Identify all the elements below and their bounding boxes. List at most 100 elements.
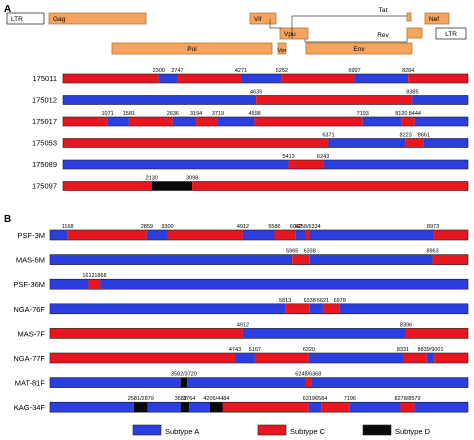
segment-subtype-C <box>434 353 468 363</box>
segment-subtype-C <box>305 377 312 388</box>
gene-label-env: Env <box>353 46 365 53</box>
segment-subtype-A <box>50 279 89 290</box>
segment-subtype-A <box>50 303 286 314</box>
segment-subtype-A <box>147 402 181 413</box>
breakpoint-label: 4635 <box>250 90 262 96</box>
sequence-bar-outline <box>62 138 469 148</box>
rev-splice-line <box>304 38 408 43</box>
segment-subtype-D <box>180 402 190 413</box>
breakpoint-label: 6319 <box>303 396 315 402</box>
gene-label-ltr5: LTR <box>11 16 23 23</box>
segment-subtype-C <box>406 328 468 339</box>
sequence-name: 175053 <box>32 139 57 148</box>
segment-subtype-C <box>177 74 241 83</box>
segment-subtype-C <box>274 230 296 240</box>
sequence-bar-outline <box>62 95 469 105</box>
panel-a-row-175011: 175011 2300 2747 4271 5252 6997 8284 <box>33 68 469 84</box>
sequence-name: 175089 <box>32 160 57 169</box>
gene-box-ltr5 <box>6 12 45 25</box>
sequence-bar-outline <box>62 159 469 170</box>
sequence-bar-outline <box>49 278 469 290</box>
breakpoint-label: 6621 <box>317 298 329 304</box>
gene-box-env <box>305 42 413 55</box>
gene-box-vpu <box>279 27 309 40</box>
breakpoint-label: 5413 <box>282 154 294 160</box>
segment-subtype-D <box>209 402 223 413</box>
gene-label-vpr: Vpr <box>278 48 287 54</box>
breakpoint-label: 6248/6368 <box>295 372 321 378</box>
segment-subtype-A <box>423 138 468 148</box>
sequence-bar-outline <box>49 254 469 265</box>
breakpoint-label: 8973 <box>427 224 439 230</box>
gene-label-vif: Vif <box>254 16 262 23</box>
breakpoint-label: 3764 <box>183 396 195 402</box>
breakpoint-label: 7196 <box>344 396 356 402</box>
gene-box-vif <box>249 12 277 25</box>
breakpoint-label: 8223 <box>400 133 412 139</box>
breakpoint-label: 8661 <box>418 133 430 139</box>
sequence-bar-outline <box>49 328 469 339</box>
segment-subtype-A <box>362 117 402 126</box>
segment-subtype-A <box>414 117 468 126</box>
segment-subtype-A <box>187 377 306 388</box>
panel-b-row-PSF-36M: PSF-36M 1612 1868 <box>13 273 469 290</box>
gene-box-gag <box>48 12 147 25</box>
gene-box-nef <box>424 12 450 25</box>
segment-subtype-C <box>305 230 310 240</box>
segment-subtype-A <box>63 160 289 169</box>
gene-label-gag: Gag <box>53 16 66 23</box>
breakpoint-label: 4743 <box>229 347 241 353</box>
segment-subtype-A <box>242 230 275 240</box>
breakpoint-label: 6258/6334 <box>295 224 321 230</box>
panel-b-row-NGA-77F: NGA-77F 4743 5167 6320 8331 8839/9001 <box>13 347 469 364</box>
breakpoint-label: 4205/4484 <box>203 396 229 402</box>
segment-subtype-A <box>339 303 468 314</box>
segment-subtype-C <box>254 353 309 363</box>
segment-subtype-C <box>50 328 243 339</box>
segment-subtype-A <box>414 402 468 413</box>
segment-subtype-C <box>281 74 355 83</box>
breakpoint-label: 3719 <box>212 111 224 117</box>
segment-subtype-C <box>63 74 159 83</box>
sequence-name: KAG-34F <box>14 403 46 412</box>
segment-subtype-D <box>180 377 188 388</box>
breakpoint-label: 3098 <box>186 176 198 182</box>
sequence-name: MAS-7F <box>17 329 45 338</box>
breakpoint-label: 1168 <box>62 224 74 230</box>
segment-subtype-A <box>308 402 322 413</box>
sequence-name: PSF-3M <box>17 231 45 240</box>
segment-subtype-C <box>63 138 329 148</box>
sequence-name: 175011 <box>33 74 57 83</box>
breakpoint-label: 8444 <box>409 111 421 117</box>
breakpoint-label: 6338 <box>304 249 316 255</box>
breakpoint-label: 6320 <box>303 347 315 353</box>
sequence-name: 175012 <box>32 96 57 105</box>
panel-b: B PSF-3M 1168 2859 3300 4912 5586 60426258/6334… <box>4 214 469 413</box>
sequence-bar-outline <box>62 73 469 84</box>
panel-a-row-175089: 175089 5413 6243 <box>32 154 469 170</box>
sequence-bar-outline <box>49 303 469 315</box>
panel-a-row-175017: 175017 1071 1581 2636 3194 3719 4598 7193 8120 84… <box>32 111 469 127</box>
segment-subtype-C <box>192 181 468 191</box>
breakpoint-label: 2636 <box>167 111 179 117</box>
segment-subtype-C <box>256 95 413 105</box>
segment-subtype-A <box>309 254 433 265</box>
breakpoint-label: 5586 <box>268 224 280 230</box>
segment-subtype-D <box>151 181 193 191</box>
panel-a-row-175012: 175012 4635 8385 <box>32 90 469 105</box>
breakpoint-label: 3582 <box>175 396 187 402</box>
breakpoint-label: 1581 <box>123 111 135 117</box>
segment-subtype-A <box>323 160 468 169</box>
segment-subtype-C <box>402 353 427 363</box>
panel-b-label: B <box>4 214 11 225</box>
gene-box-tat <box>406 12 412 22</box>
breakpoint-label: 3582/3720 <box>171 372 197 378</box>
gene-label-rev: Rev <box>377 32 389 39</box>
breakpoint-label: 6243 <box>317 154 329 160</box>
segment-subtype-A <box>63 95 257 105</box>
breakpoint-label: 5167 <box>249 347 261 353</box>
breakpoint-label: 5252 <box>276 68 288 74</box>
gene-box-vpr <box>277 42 287 55</box>
